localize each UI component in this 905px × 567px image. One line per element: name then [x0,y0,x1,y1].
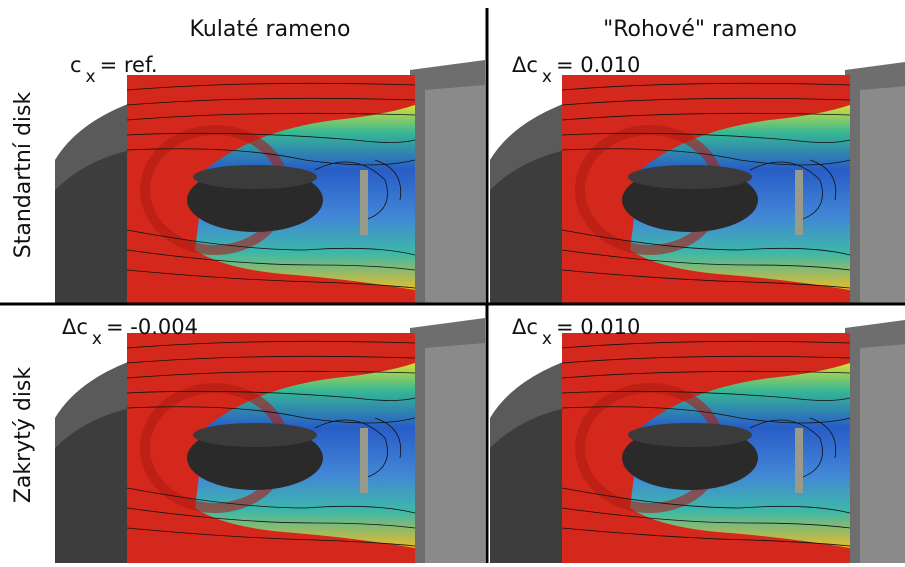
cfd-image [55,308,485,563]
panel-label-subscript: x [542,67,552,87]
panel-label-subscript: x [86,67,96,87]
column-header: "Rohové" rameno [603,17,797,42]
panel-label-value: = ref. [100,53,158,77]
panel-label-subscript: x [92,329,102,349]
panel-label-symbol: c [70,53,82,77]
panel-label-value: = 0.010 [556,315,640,339]
cfd-image [490,50,905,305]
figure: Kulaté rameno "Rohové" rameno Standartní… [0,0,905,563]
panel-label-value: = 0.010 [556,53,640,77]
panel-label-subscript: x [542,329,552,349]
row-header: Zakrytý disk [11,367,36,504]
panel-label-symbol: Δc [512,315,538,339]
panel-label-value: = -0.004 [106,315,198,339]
column-header: Kulaté rameno [190,17,351,42]
cfd-image [55,50,485,305]
row-header: Standartní disk [11,92,36,259]
panel-label-symbol: Δc [62,315,88,339]
panel-label-symbol: Δc [512,53,538,77]
cfd-image [490,308,905,563]
